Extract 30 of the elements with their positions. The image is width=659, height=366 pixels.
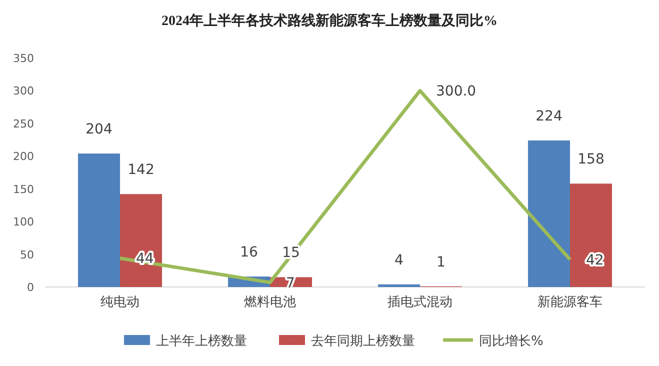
y-tick-label: 250 [13,117,34,130]
bar [570,184,612,287]
data-label: 300.0 [436,84,476,100]
x-tick-label: 新能源客车 [538,294,602,310]
x-tick-label: 插电式混动 [388,295,452,310]
legend-label: 上半年上榜数量 [156,334,247,349]
data-label: 204 [86,122,112,138]
bar [528,140,570,287]
y-tick-label: 350 [13,52,34,65]
data-label: 224 [536,108,562,124]
y-tick-label: 200 [13,150,34,164]
x-tick-label: 燃料电池 [244,295,296,310]
y-tick-label: 150 [13,182,34,196]
y-tick-label: 100 [13,216,34,229]
bar [378,284,420,287]
data-label: 42 [586,252,604,269]
legend-label: 同比增长% [479,334,544,349]
y-tick-label: 0 [27,281,34,294]
data-label: 142 [128,162,154,178]
y-tick-label: 300 [13,84,34,98]
data-label: 4 [394,252,404,268]
chart-title: 2024年上半年各技术路线新能源客车上榜数量及同比% [162,12,498,29]
bar [120,194,162,287]
bar [78,154,120,287]
y-tick-label: 50 [20,248,34,262]
legend-label: 去年同期上榜数量 [311,334,415,349]
x-tick-label: 纯电动 [100,295,140,310]
data-label: 1 [436,254,446,270]
data-label: 16 [240,244,258,261]
data-label: 158 [578,152,604,168]
